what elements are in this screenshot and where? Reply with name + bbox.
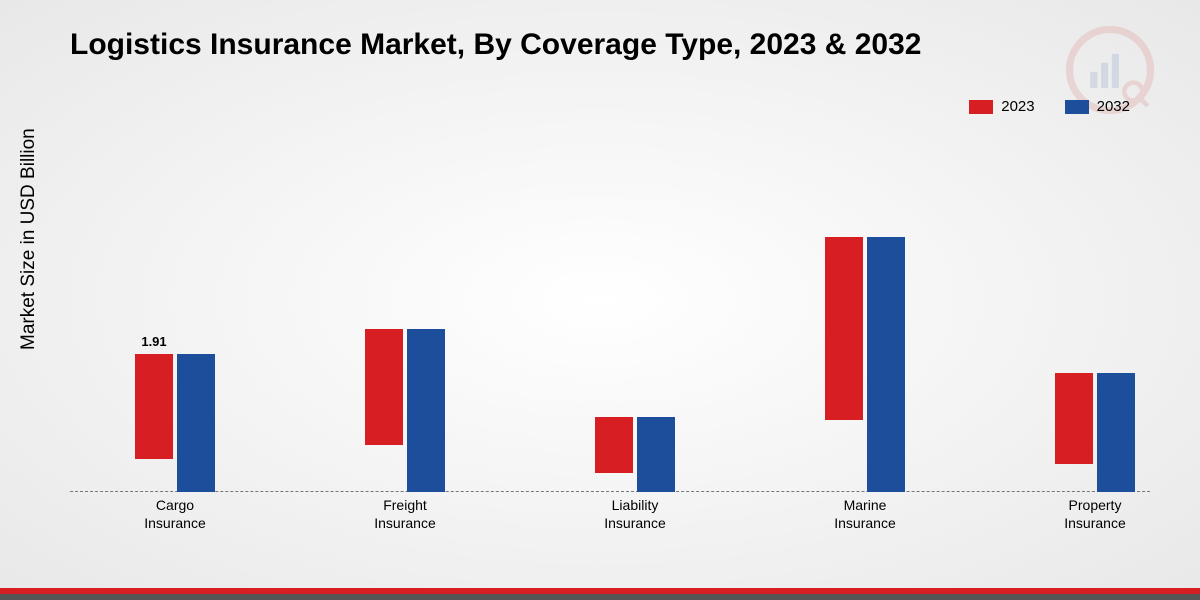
bar-2032 (867, 237, 905, 492)
plot-area: 1.91 CargoInsurance FreightInsurance Liabi… (70, 160, 1150, 540)
legend-swatch-2023 (969, 100, 993, 114)
legend: 2023 2032 (969, 98, 1130, 115)
y-axis-label: Market Size in USD Billion (18, 128, 40, 350)
bar-2023 (825, 237, 863, 420)
legend-item-2023: 2023 (969, 98, 1034, 115)
bar-group (575, 417, 695, 492)
footer-bar (0, 588, 1200, 600)
bar-2032 (1097, 373, 1135, 492)
bar-value-label: 1.91 (141, 334, 166, 349)
x-axis-category-label: PropertyInsurance (1035, 496, 1155, 532)
bar-group (345, 329, 465, 492)
legend-swatch-2032 (1065, 100, 1089, 114)
footer-bar-inner (0, 594, 1200, 600)
bar-group (1035, 373, 1155, 492)
x-axis-labels: CargoInsurance FreightInsurance LiabilityI… (70, 492, 1150, 540)
x-axis-category-label: CargoInsurance (115, 496, 235, 532)
x-axis-category-label: FreightInsurance (345, 496, 465, 532)
chart-title: Logistics Insurance Market, By Coverage … (70, 28, 921, 62)
x-axis-category-label: LiabilityInsurance (575, 496, 695, 532)
bar-2023 (365, 329, 403, 445)
bar-2023 (1055, 373, 1093, 464)
bar-group: 1.91 (115, 354, 235, 492)
bar-2023: 1.91 (135, 354, 173, 460)
bar-2023 (595, 417, 633, 472)
x-axis-category-label: MarineInsurance (805, 496, 925, 532)
legend-label-2032: 2032 (1097, 98, 1130, 115)
chart-container: Logistics Insurance Market, By Coverage … (0, 0, 1200, 600)
legend-label-2023: 2023 (1001, 98, 1034, 115)
bar-2032 (177, 354, 215, 492)
bar-group (805, 237, 925, 492)
bar-2032 (637, 417, 675, 492)
legend-item-2032: 2032 (1065, 98, 1130, 115)
bar-2032 (407, 329, 445, 492)
